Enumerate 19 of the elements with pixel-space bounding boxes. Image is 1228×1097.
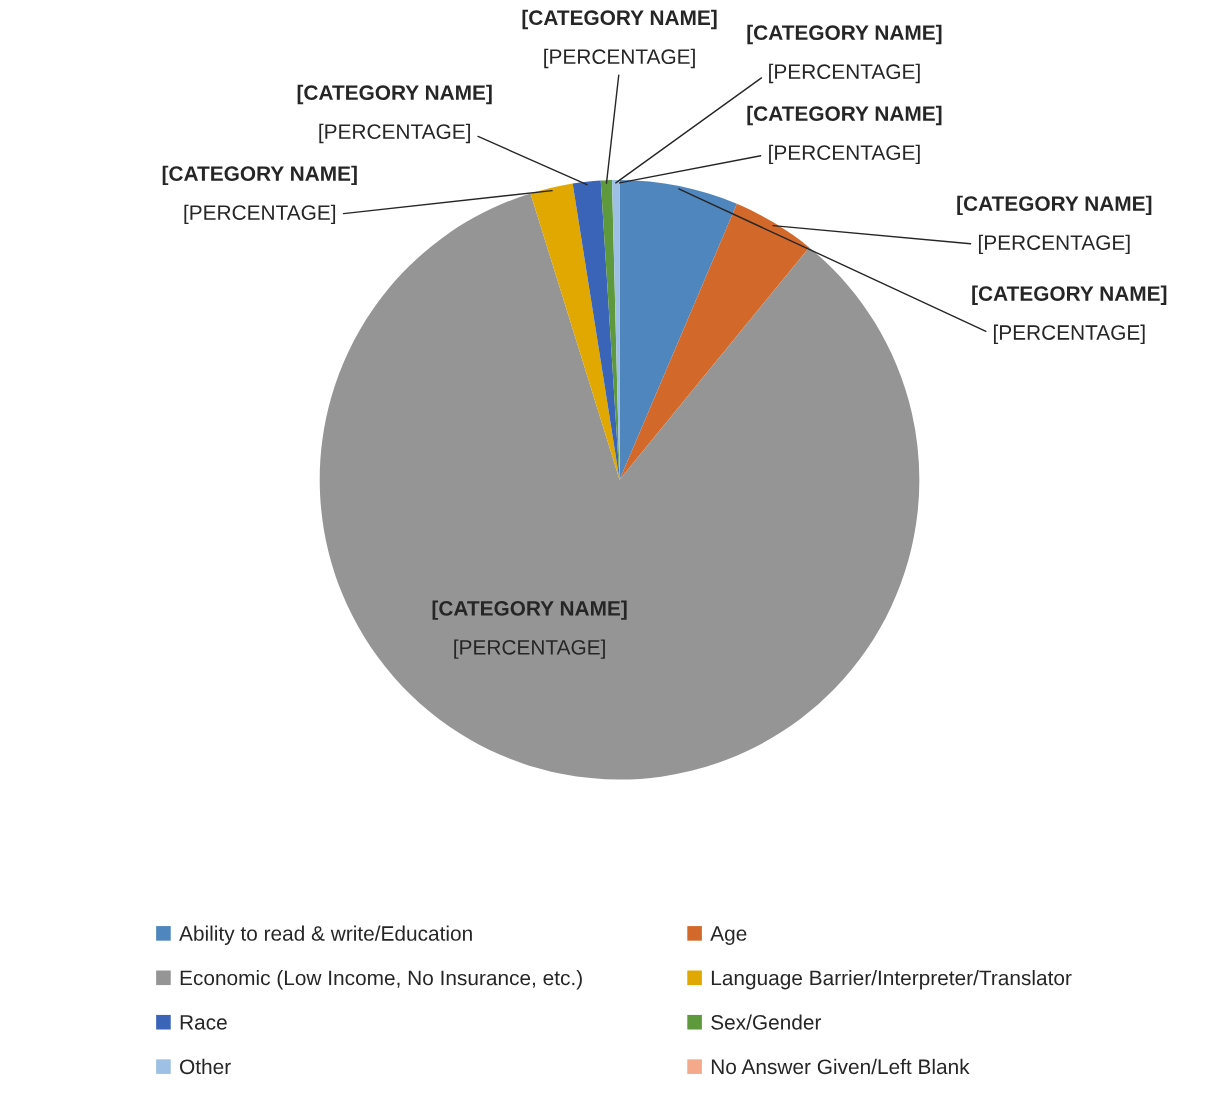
legend-label: Language Barrier/Interpreter/Translator	[711, 969, 1072, 990]
legend-label: Other	[180, 1058, 231, 1075]
legend-label: Race	[180, 1015, 227, 1030]
pie-slice	[619, 203, 810, 480]
data-label: [CATEGORY NAME] [PERCENTAGE]	[957, 195, 1152, 255]
legend-label: Age	[710, 926, 747, 945]
text: [CATEGORY NAME] [PERCENTAGE]	[747, 105, 942, 165]
legend-label: No Answer Given/Left Blank	[711, 1058, 970, 1075]
data-label: [CATEGORY NAME] [PERCENTAGE]	[972, 285, 1167, 345]
data-label: [CATEGORY NAME] [PERCENTAGE]	[747, 24, 942, 84]
data-label: [CATEGORY NAME] [PERCENTAGE]	[522, 9, 717, 69]
pie-slice	[572, 180, 620, 480]
legend-label: Ability to read & write/Education	[179, 925, 472, 945]
data-label: [CATEGORY NAME] [PERCENTAGE]	[297, 84, 492, 144]
legend-label: Sex/Gender	[711, 1014, 822, 1030]
pie-slice	[619, 179, 737, 480]
data-label: [CATEGORY NAME] [PERCENTAGE]	[162, 165, 357, 225]
legend-label: Economic (Low Income, No Insurance, etc.)	[180, 969, 582, 990]
data-label: [CATEGORY NAME] [PERCENTAGE]	[432, 600, 627, 659]
